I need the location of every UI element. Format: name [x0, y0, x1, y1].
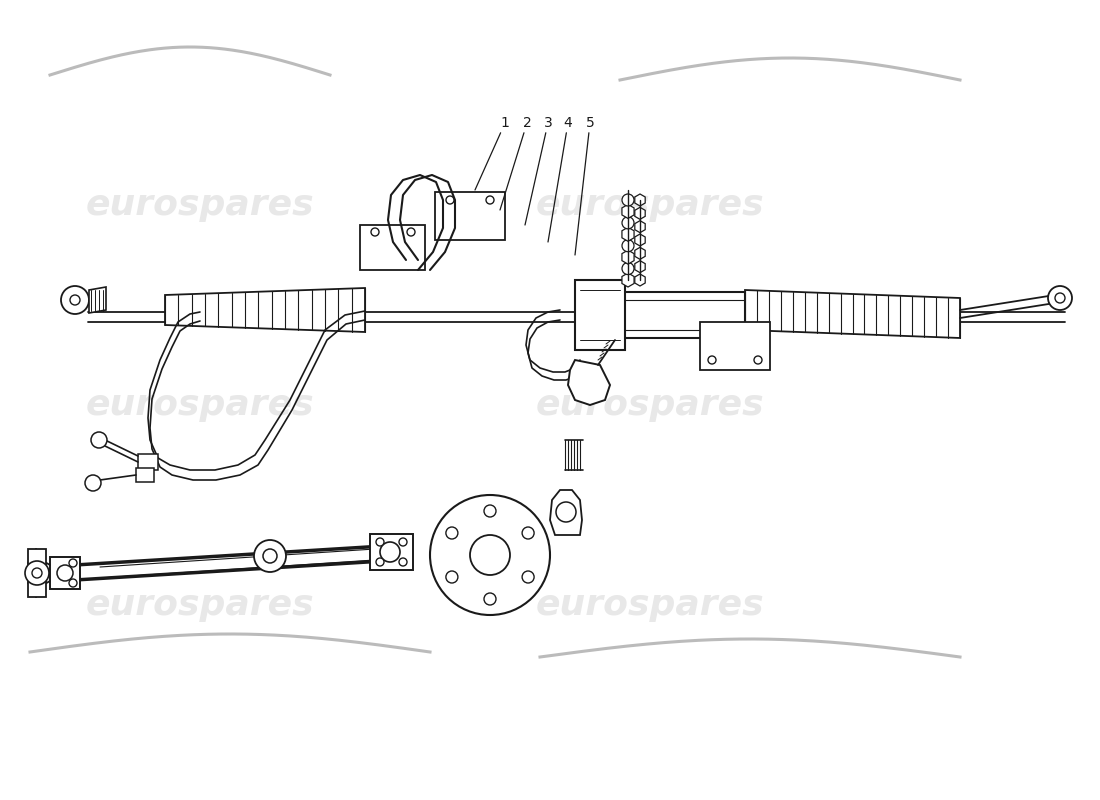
Text: eurospares: eurospares: [536, 588, 764, 622]
Polygon shape: [550, 490, 582, 535]
Circle shape: [522, 527, 535, 539]
Polygon shape: [89, 287, 106, 313]
Circle shape: [91, 432, 107, 448]
Polygon shape: [635, 274, 646, 286]
Circle shape: [263, 549, 277, 563]
Circle shape: [430, 495, 550, 615]
Text: eurospares: eurospares: [536, 188, 764, 222]
Text: 2: 2: [500, 116, 531, 210]
Polygon shape: [621, 205, 634, 218]
Text: 4: 4: [548, 116, 572, 242]
Polygon shape: [745, 290, 960, 338]
Circle shape: [446, 196, 454, 204]
Circle shape: [379, 542, 400, 562]
Polygon shape: [621, 227, 634, 242]
Circle shape: [69, 579, 77, 587]
Circle shape: [708, 356, 716, 364]
Circle shape: [60, 286, 89, 314]
Polygon shape: [635, 221, 646, 233]
Circle shape: [399, 558, 407, 566]
Circle shape: [754, 356, 762, 364]
Text: 1: 1: [475, 116, 509, 190]
Circle shape: [446, 571, 458, 583]
Polygon shape: [621, 273, 634, 287]
Circle shape: [407, 228, 415, 236]
Circle shape: [32, 568, 42, 578]
Polygon shape: [635, 234, 646, 246]
Circle shape: [376, 538, 384, 546]
Polygon shape: [635, 207, 646, 219]
Bar: [136, 468, 154, 482]
Circle shape: [371, 228, 380, 236]
Circle shape: [399, 538, 407, 546]
Circle shape: [621, 240, 634, 252]
Polygon shape: [700, 322, 770, 370]
Circle shape: [1048, 286, 1072, 310]
Circle shape: [57, 565, 73, 581]
Text: eurospares: eurospares: [536, 388, 764, 422]
Circle shape: [1055, 293, 1065, 303]
Circle shape: [621, 217, 634, 229]
Text: eurospares: eurospares: [86, 588, 315, 622]
Polygon shape: [28, 549, 46, 597]
Circle shape: [85, 475, 101, 491]
Text: 5: 5: [575, 116, 594, 255]
Text: 3: 3: [525, 116, 552, 225]
Circle shape: [621, 194, 634, 206]
Circle shape: [69, 559, 77, 567]
Text: eurospares: eurospares: [86, 388, 315, 422]
Polygon shape: [360, 225, 425, 270]
Circle shape: [470, 535, 510, 575]
Polygon shape: [434, 192, 505, 240]
Circle shape: [486, 196, 494, 204]
Polygon shape: [50, 557, 80, 589]
Circle shape: [522, 571, 535, 583]
Circle shape: [484, 593, 496, 605]
Bar: [138, 454, 158, 470]
Circle shape: [621, 262, 634, 274]
Circle shape: [556, 502, 576, 522]
Text: eurospares: eurospares: [86, 188, 315, 222]
Circle shape: [376, 558, 384, 566]
Circle shape: [25, 561, 50, 585]
Circle shape: [70, 295, 80, 305]
Polygon shape: [635, 247, 646, 259]
Circle shape: [254, 540, 286, 572]
Polygon shape: [370, 534, 412, 570]
Polygon shape: [620, 292, 745, 338]
Polygon shape: [635, 261, 646, 273]
Polygon shape: [568, 360, 611, 405]
Polygon shape: [575, 280, 625, 350]
Polygon shape: [635, 194, 646, 206]
Polygon shape: [165, 288, 365, 332]
Circle shape: [446, 527, 458, 539]
Circle shape: [484, 505, 496, 517]
Polygon shape: [621, 250, 634, 264]
